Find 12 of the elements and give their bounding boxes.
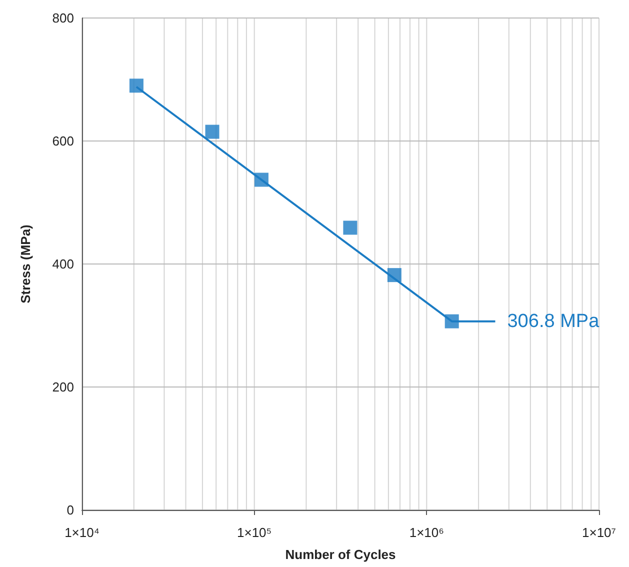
data-label: 306.8 MPa (507, 310, 600, 332)
y-tick-label: 600 (52, 134, 74, 148)
x-tick-label: 1×10⁵ (236, 525, 272, 540)
x-tick-label: 1×10⁷ (582, 525, 616, 540)
y-tick-label: 0 (66, 502, 74, 518)
y-tick-label: 200 (52, 380, 74, 394)
x-tick-label: 1×10⁶ (409, 525, 444, 540)
y-tick-label: 400 (52, 256, 74, 272)
y-axis-title: Stress (MPa) (18, 224, 33, 304)
y-tick-label: 800 (52, 10, 74, 26)
x-axis-title: Number of Cycles (285, 547, 396, 562)
x-tick-label: 1×10⁴ (64, 525, 100, 540)
